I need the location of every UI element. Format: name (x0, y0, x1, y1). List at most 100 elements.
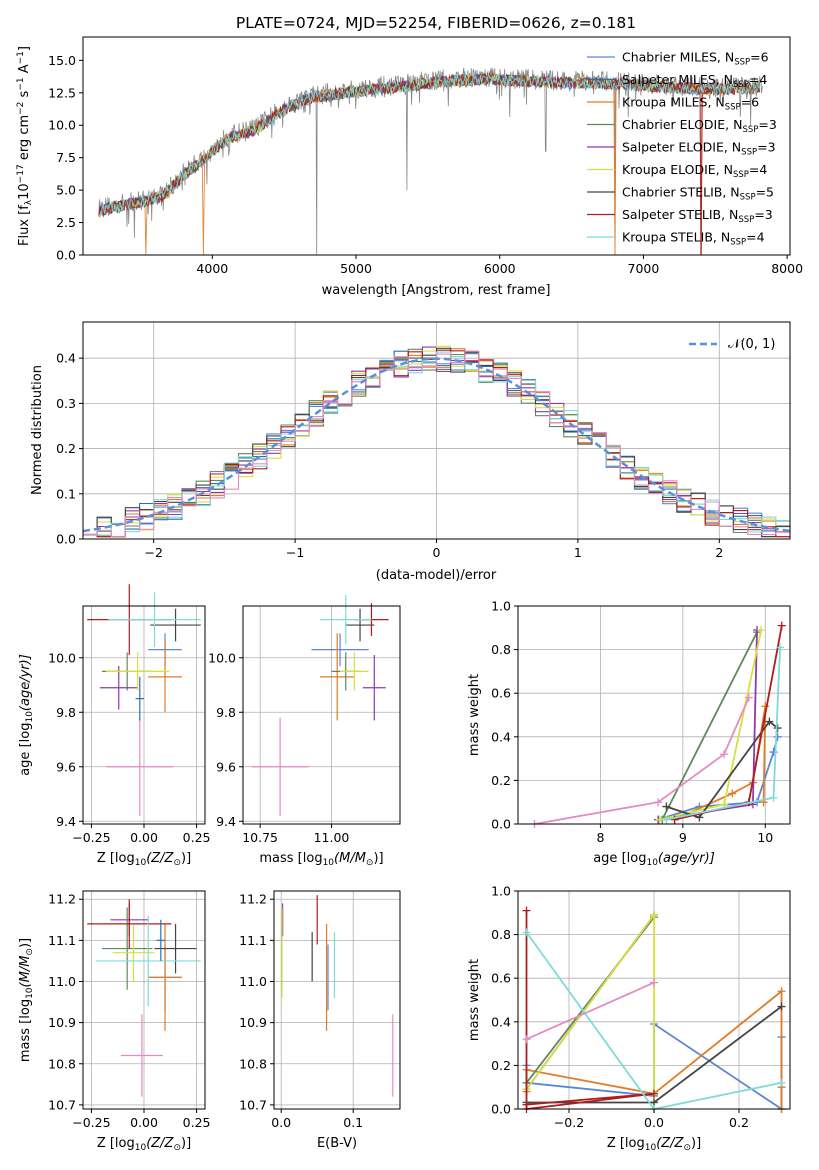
legend-label: Chabrier ELODIE, NSSP=3 (622, 117, 777, 135)
legend-label-sub: SSP (741, 148, 757, 158)
weight-line (525, 910, 655, 1111)
axis-label-part: ⊙ (683, 1143, 691, 1153)
ticks: 8 9 10 0.0 0.2 0.4 0.6 0.8 1.0 (491, 599, 773, 846)
weight-marker (777, 1002, 786, 1011)
axis-label-part: age [log (593, 851, 646, 866)
ticks: −0.2 0.0 0.2 0.0 0.2 0.4 0.6 0.8 1.0 (491, 884, 749, 1131)
legend-label: Chabrier STELIB, NSSP=5 (622, 185, 774, 203)
y-tick-label: 0.0 (491, 817, 511, 832)
y-tick-label: 0.0 (56, 248, 76, 263)
legend-label-sub: SSP (740, 193, 756, 203)
y-tick-label: 11.2 (239, 892, 267, 907)
x-tick-label: 8000 (771, 261, 803, 276)
y-tick-label: 12.5 (48, 85, 76, 100)
grid (83, 891, 205, 1109)
axis-label-part: ⊙ (25, 948, 35, 956)
residual-ylabel: Normed distribution (30, 365, 45, 495)
spectrum-xlabel: wavelength [Angstrom, rest frame] (322, 283, 551, 298)
weight-marker (765, 717, 774, 726)
axis-label-part: ⊙ (173, 1143, 181, 1153)
axis-label: Z [log10(Z/Z⊙)] (607, 1136, 701, 1153)
normal-curve (82, 357, 791, 533)
age-vs-mass-panel: 10.75 11.00 9.4 9.6 9.8 10.0 mass [log10(M/M⊙)… (208, 595, 401, 868)
y-tick-label: 10.7 (48, 1097, 76, 1112)
y-tick-label: 0.3 (56, 396, 76, 411)
x-tick-label: −2 (144, 545, 162, 560)
axis-label-part: (M/M (18, 956, 33, 988)
axis-label-part: 10 (645, 1143, 657, 1153)
y-tick-label: 11.0 (48, 974, 76, 989)
axis-label-part: Z [log (97, 1136, 135, 1151)
legend-label-count: =6 (741, 95, 759, 110)
axis-label: age [log10(age/yr)] (593, 851, 715, 868)
mass-vs-metallicity-panel: −0.25 0.00 0.25 10.7 10.8 10.9 11.0 11.1 11.2 Z [… (18, 890, 211, 1153)
x-tick-label: 0.25 (183, 1115, 211, 1130)
axis-label: Z [log10(Z/Z⊙)] (97, 1136, 191, 1153)
x-tick-label: 0.00 (130, 830, 158, 845)
axis-label-part: )] (373, 851, 383, 866)
axis-label-part: (M/M (334, 851, 366, 866)
ticks: −0.25 0.00 0.25 9.4 9.6 9.8 10.0 (48, 650, 210, 845)
ticks: 10.75 11.00 9.4 9.6 9.8 10.0 (208, 650, 349, 845)
weight-ylabel: mass weight (467, 674, 482, 756)
model-spectrum (98, 73, 761, 217)
legend-label-count: =5 (756, 185, 774, 200)
legend-label-count: =6 (750, 50, 768, 65)
x-tick-label: 6000 (484, 261, 516, 276)
legend-label-name: Kroupa MILES, N (622, 95, 725, 110)
residual-histogram (83, 350, 790, 538)
x-tick-label: 10.75 (242, 830, 278, 845)
y-tick-label: 7.5 (56, 150, 76, 165)
weight-marker (769, 793, 778, 802)
x-tick-label: 7000 (628, 261, 660, 276)
y-tick-label: 10.9 (48, 1015, 76, 1030)
weight-marker (650, 1089, 658, 1098)
axis-label-part: mass [log (259, 851, 322, 866)
ticks: 0.0 0.1 10.7 10.8 10.9 11.0 11.1 11.2 (239, 892, 363, 1130)
axis-label-part: 10 (25, 987, 35, 999)
weight-line (666, 720, 779, 819)
axis-label-part: )] (181, 851, 191, 866)
y-tick-label: 10.9 (239, 1015, 267, 1030)
y-tick-label: 10.8 (48, 1056, 76, 1071)
legend-label-name: Chabrier STELIB, N (622, 185, 740, 200)
x-tick-label: −0.2 (554, 1115, 584, 1130)
x-tick-label: 5000 (340, 261, 372, 276)
legend-label-name: Kroupa ELODIE, N (622, 162, 733, 177)
figure-title: PLATE=0724, MJD=52254, FIBERID=0626, z=0… (236, 14, 636, 32)
axis-label-part: 10 (25, 711, 35, 723)
spectrum-ylabel: Flux [fλ10−17 erg cm−2 s−1 A−1] (16, 46, 34, 246)
grid (274, 891, 400, 1109)
legend-label-count: =3 (758, 117, 776, 132)
x-tick-label: 0.25 (183, 830, 211, 845)
y-tick-label: 0.8 (491, 927, 511, 942)
axis-label-part: 10 (135, 858, 147, 868)
weight-marker (695, 813, 704, 822)
y-tick-label: 10.7 (239, 1097, 267, 1112)
weight-marker (662, 815, 671, 824)
legend-label: Salpeter MILES, NSSP=4 (622, 72, 767, 90)
legend-label: Chabrier MILES, NSSP=6 (622, 50, 769, 68)
weight-vs-age-panel: 8 9 100.00.20.40.60.81.0 age [log10(age/yr)… (467, 599, 791, 868)
y-tick-label: 2.5 (56, 215, 76, 230)
x-tick-label: 11.00 (314, 830, 350, 845)
spectrum-plot-frame (82, 36, 791, 256)
y-tick-label: 0.6 (491, 686, 511, 701)
x-tick-label: 0.0 (271, 1115, 291, 1130)
legend-label: Salpeter ELODIE, NSSP=3 (622, 140, 776, 158)
legend-label: Salpeter STELIB, NSSP=3 (622, 207, 773, 225)
normal-legend-label: 𝒩(0, 1) (728, 337, 775, 352)
axis-label-part: Z [log (97, 851, 135, 866)
y-tick-label: 0.4 (491, 1014, 511, 1029)
weight-marker (650, 910, 658, 919)
weight-marker (777, 621, 786, 630)
axis-label-part: )] (691, 1136, 701, 1151)
weight-marker (662, 802, 671, 811)
legend-label: Kroupa MILES, NSSP=6 (622, 95, 759, 113)
x-tick-label: 1 (574, 545, 582, 560)
y-tick-label: 0.2 (56, 441, 76, 456)
weight-marker (773, 724, 782, 733)
x-tick-label: 0 (433, 545, 441, 560)
weight-marker (776, 643, 785, 652)
weight-ylabel: mass weight (467, 959, 482, 1041)
